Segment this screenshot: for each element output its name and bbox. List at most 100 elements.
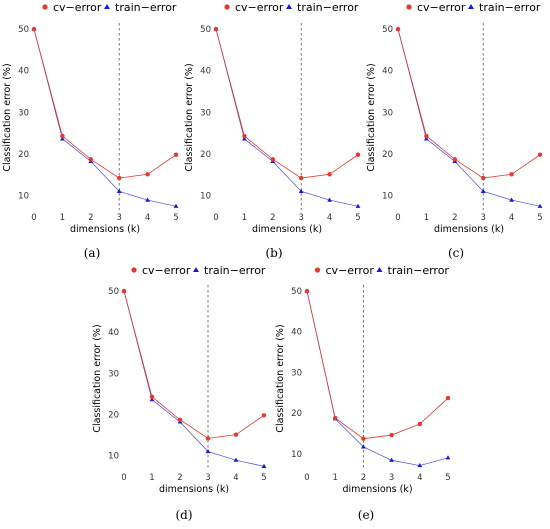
legend-cv-label: cv−error [417, 1, 466, 14]
y-tick-label: 30 [18, 108, 29, 118]
cv-error-point [88, 157, 94, 162]
train-error-line [397, 28, 541, 207]
train-error-point [537, 203, 543, 208]
train-error-point [389, 457, 394, 462]
train-error-point [298, 188, 304, 193]
y-tick-label: 40 [200, 67, 211, 77]
cv-error-point [149, 394, 155, 400]
cv-error-line [33, 28, 177, 179]
legend-cv-marker [314, 267, 321, 273]
train-error-line [123, 290, 265, 467]
x-tick-label: 4 [145, 213, 150, 223]
train-error-point [355, 203, 361, 208]
train-error-point [233, 457, 239, 462]
y-tick-label: 50 [382, 25, 393, 35]
x-axis-label: dimensions (k) [434, 224, 504, 235]
y-tick-label: 20 [382, 150, 393, 160]
x-tick-label: 1 [424, 213, 429, 223]
y-tick-label: 40 [291, 328, 302, 338]
legend-train-marker [104, 4, 110, 9]
legend-cv-marker [406, 4, 412, 10]
y-tick-label: 30 [200, 108, 211, 118]
train-error-line [306, 290, 449, 466]
y-tick-label: 10 [200, 192, 211, 202]
y-tick-label: 20 [18, 150, 29, 160]
x-tick-label: 3 [298, 213, 303, 223]
x-tick-label: 5 [355, 213, 360, 223]
y-tick-label: 40 [382, 67, 393, 77]
x-tick-label: 0 [121, 473, 126, 483]
legend-train-marker [376, 267, 383, 272]
cv-error-point [361, 436, 366, 441]
legend-train-label: train−error [388, 264, 450, 277]
cv-error-point [31, 26, 37, 32]
x-tick-label: 3 [205, 473, 210, 483]
legend-train-marker [193, 267, 199, 272]
legend-cv-label: cv−error [53, 1, 102, 14]
x-tick-label: 5 [445, 473, 450, 483]
x-tick-label: 3 [480, 213, 485, 223]
legend-train-label: train−error [204, 264, 266, 277]
y-tick-label: 50 [108, 287, 119, 297]
cv-error-point [395, 26, 401, 32]
cv-error-line [306, 290, 449, 440]
train-error-point [327, 197, 332, 202]
x-tick-label: 5 [173, 213, 178, 223]
train-error-point [424, 136, 429, 141]
y-tick-label: 10 [382, 192, 393, 202]
y-tick-label: 50 [18, 25, 29, 35]
cv-error-point [327, 172, 332, 177]
cv-error-point [121, 288, 127, 294]
cv-error-point [452, 157, 457, 162]
legend-cv-label: cv−error [142, 264, 191, 277]
x-tick-label: 1 [60, 213, 65, 223]
x-axis-label: dimensions (k) [342, 484, 412, 495]
x-tick-label: 1 [149, 473, 154, 483]
legend-train-label: train−error [297, 1, 359, 14]
legend-train-marker [286, 4, 292, 9]
cv-error-point [445, 395, 451, 401]
cv-error-point [481, 175, 486, 181]
x-tick-label: 2 [270, 213, 275, 223]
train-error-point [241, 136, 247, 141]
cv-error-point [355, 152, 361, 157]
train-error-point [116, 188, 122, 193]
train-error-point [145, 197, 150, 202]
x-axis-label: dimensions (k) [70, 224, 140, 235]
cv-error-point [205, 436, 211, 441]
cv-error-point [173, 152, 179, 157]
train-error-point [60, 136, 65, 141]
x-tick-label: 1 [332, 473, 337, 483]
x-tick-label: 0 [395, 213, 400, 223]
y-tick-label: 10 [108, 452, 119, 462]
cv-error-point [261, 413, 267, 418]
x-tick-label: 2 [88, 213, 93, 223]
cv-error-point [509, 172, 514, 177]
y-axis-label: Classification error (%) [366, 63, 377, 171]
cv-error-point [213, 26, 219, 32]
x-tick-label: 4 [233, 473, 238, 483]
x-tick-label: 4 [327, 213, 332, 223]
x-tick-label: 4 [417, 473, 422, 483]
x-tick-label: 1 [242, 213, 247, 223]
train-error-point [149, 397, 155, 402]
legend-train-label: train−error [115, 1, 177, 14]
y-tick-label: 40 [108, 328, 119, 338]
train-error-line [33, 28, 177, 207]
legend-cv-label: cv−error [326, 264, 375, 277]
cv-error-point [60, 133, 65, 139]
x-tick-label: 4 [509, 213, 514, 223]
cv-error-point [304, 288, 310, 294]
cv-error-point [145, 172, 150, 177]
y-axis-label: Classification error (%) [275, 324, 286, 432]
cv-error-point [389, 432, 394, 438]
y-tick-label: 30 [291, 368, 302, 378]
train-error-point [480, 188, 486, 193]
y-tick-label: 20 [108, 411, 119, 421]
y-tick-label: 20 [291, 409, 302, 419]
train-error-line [215, 28, 359, 207]
cv-error-point [177, 417, 183, 423]
y-tick-label: 50 [291, 287, 302, 297]
